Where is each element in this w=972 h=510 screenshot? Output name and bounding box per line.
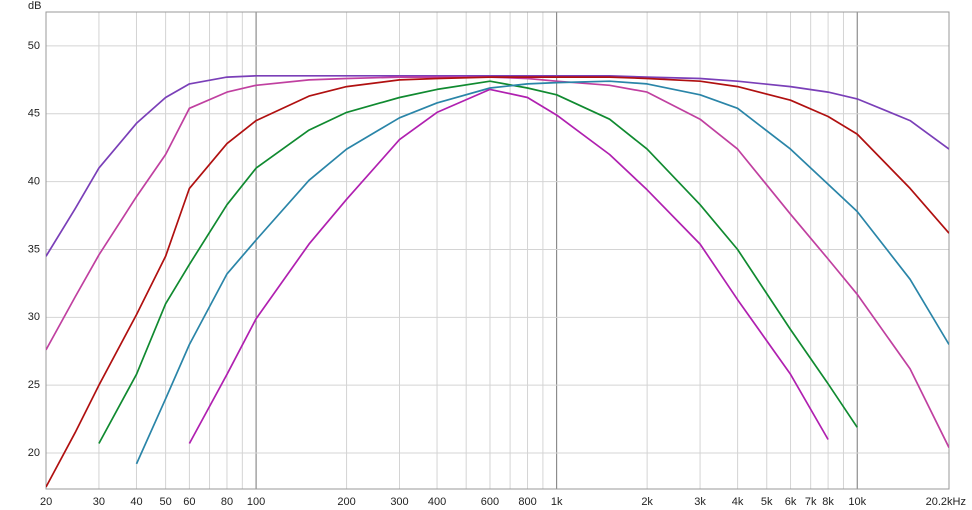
y-tick-label: 25 [28, 379, 40, 391]
x-tick-label: 5k [761, 496, 773, 508]
x-tick-label: 8k [822, 496, 834, 508]
x-tick-label: 6k [785, 496, 797, 508]
x-tick-label: 100 [247, 496, 265, 508]
y-tick-label: 45 [28, 108, 40, 120]
y-tick-label: 40 [28, 176, 40, 188]
y-tick-label: 30 [28, 311, 40, 323]
y-tick-label: 35 [28, 243, 40, 255]
x-tick-label: 80 [221, 496, 233, 508]
curve [46, 74, 949, 257]
plot-area [46, 12, 949, 489]
x-tick-label: 300 [390, 496, 408, 508]
x-tick-label: 1k [551, 496, 563, 508]
x-tick-label: 20.2kHz [926, 496, 966, 508]
x-tick-label: 10k [848, 496, 866, 508]
x-tick-label: 60 [183, 496, 195, 508]
x-tick-label: 400 [428, 496, 446, 508]
x-tick-label: 50 [159, 496, 171, 508]
x-tick-label: 7k [805, 496, 817, 508]
y-axis-label: dB [28, 0, 41, 12]
y-tick-label: 20 [28, 447, 40, 459]
x-tick-label: 2k [641, 496, 653, 508]
x-tick-label: 200 [337, 496, 355, 508]
y-tick-label: 50 [28, 40, 40, 52]
x-tick-label: 800 [518, 496, 536, 508]
curve [46, 76, 949, 488]
curve [135, 80, 949, 465]
x-tick-label: 30 [93, 496, 105, 508]
x-tick-label: 600 [481, 496, 499, 508]
plot-border [45, 11, 950, 490]
curve [188, 88, 829, 444]
curve [98, 80, 858, 444]
x-tick-label: 20 [40, 496, 52, 508]
x-tick-label: 4k [732, 496, 744, 508]
x-tick-label: 40 [130, 496, 142, 508]
x-tick-label: 3k [694, 496, 706, 508]
